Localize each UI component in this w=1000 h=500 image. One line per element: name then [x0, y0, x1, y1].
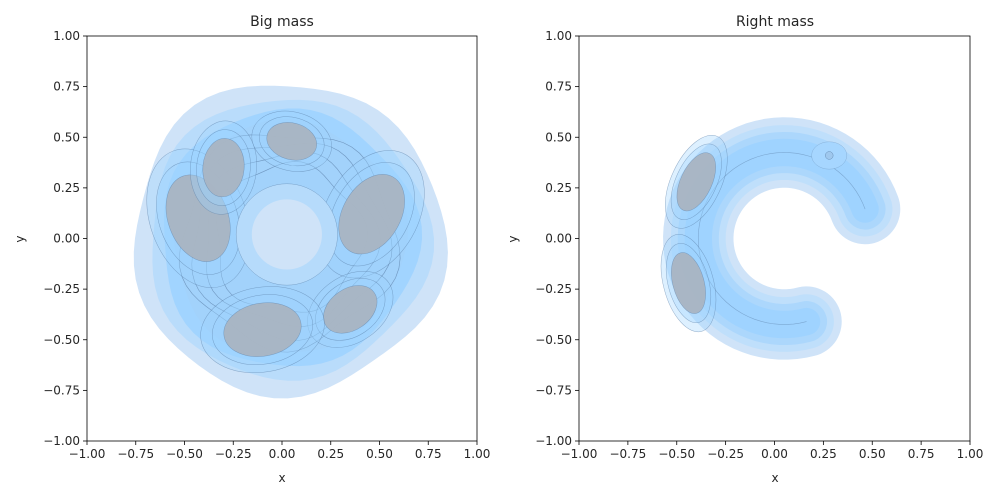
- y-tick-label: −0.75: [535, 383, 572, 397]
- density-peak: [266, 122, 317, 161]
- density-peak: [338, 174, 405, 255]
- y-axis-label-right-mass: y: [506, 235, 520, 242]
- plot-area-big-mass: [133, 85, 448, 399]
- y-axis-label-big-mass: y: [13, 235, 27, 242]
- chart-title-big-mass: Big mass: [250, 14, 314, 30]
- x-tick-label: 0.75: [908, 447, 935, 461]
- y-tick-label: 0.25: [53, 181, 80, 195]
- y-tick-label: −1.00: [535, 434, 572, 448]
- y-tick-label: 0.00: [53, 232, 80, 246]
- y-tick-label: 0.75: [545, 80, 572, 94]
- y-tick-label: −0.75: [43, 383, 80, 397]
- plot-area-right-mass: [660, 117, 901, 360]
- y-tick-label: 0.50: [53, 130, 80, 144]
- y-tick-label: −1.00: [43, 434, 80, 448]
- y-tick-label: 0.75: [53, 80, 80, 94]
- x-tick-label: −0.25: [707, 447, 744, 461]
- y-tick-label: 1.00: [53, 29, 80, 43]
- chart-title-right-mass: Right mass: [736, 14, 814, 30]
- x-axis-label-big-mass: x: [278, 471, 285, 485]
- ticks-right-mass: −1.00 −0.75 −0.50 −0.25 0.00 0.25 0.50 0.75 1.00…: [535, 29, 983, 461]
- density-peak: [223, 302, 302, 357]
- density-peak: [323, 285, 378, 334]
- x-tick-label: 0.50: [366, 447, 393, 461]
- density-peak: [165, 174, 231, 262]
- y-tick-label: −0.25: [535, 282, 572, 296]
- y-tick-label: 1.00: [545, 29, 572, 43]
- y-tick-label: 0.50: [545, 130, 572, 144]
- density-peak: [671, 252, 706, 314]
- y-tick-label: −0.25: [43, 282, 80, 296]
- density-peak: [676, 152, 716, 212]
- x-axis-label-right-mass: x: [771, 471, 778, 485]
- x-tick-label: −1.00: [69, 447, 106, 461]
- ticks-big-mass: −1.00 −0.75 −0.50 −0.25 0.00 0.25 0.50 0.75 1.00…: [43, 29, 490, 461]
- x-tick-label: −0.50: [658, 447, 695, 461]
- x-tick-label: 1.00: [464, 447, 491, 461]
- x-tick-label: −0.50: [166, 447, 203, 461]
- density-peak-core: [825, 151, 834, 160]
- panel-right-mass: −1.00 −0.75 −0.50 −0.25 0.00 0.25 0.50 0.75 1.00…: [506, 14, 983, 485]
- x-tick-label: −0.75: [609, 447, 646, 461]
- x-tick-label: 1.00: [957, 447, 984, 461]
- y-tick-label: −0.50: [43, 333, 80, 347]
- x-tick-label: −1.00: [561, 447, 598, 461]
- x-tick-label: −0.75: [117, 447, 154, 461]
- x-tick-label: 0.25: [810, 447, 837, 461]
- panel-big-mass: −1.00 −0.75 −0.50 −0.25 0.00 0.25 0.50 0.75 1.00…: [13, 14, 490, 485]
- x-tick-label: 0.00: [761, 447, 788, 461]
- x-tick-label: 0.50: [859, 447, 886, 461]
- y-tick-label: 0.25: [545, 181, 572, 195]
- y-tick-label: 0.00: [545, 232, 572, 246]
- x-tick-label: 0.25: [317, 447, 344, 461]
- density-peak: [202, 138, 245, 198]
- x-tick-label: −0.25: [215, 447, 252, 461]
- y-tick-label: −0.50: [535, 333, 572, 347]
- x-tick-label: 0.75: [415, 447, 442, 461]
- x-tick-label: 0.00: [269, 447, 296, 461]
- ring-hole: [251, 199, 322, 270]
